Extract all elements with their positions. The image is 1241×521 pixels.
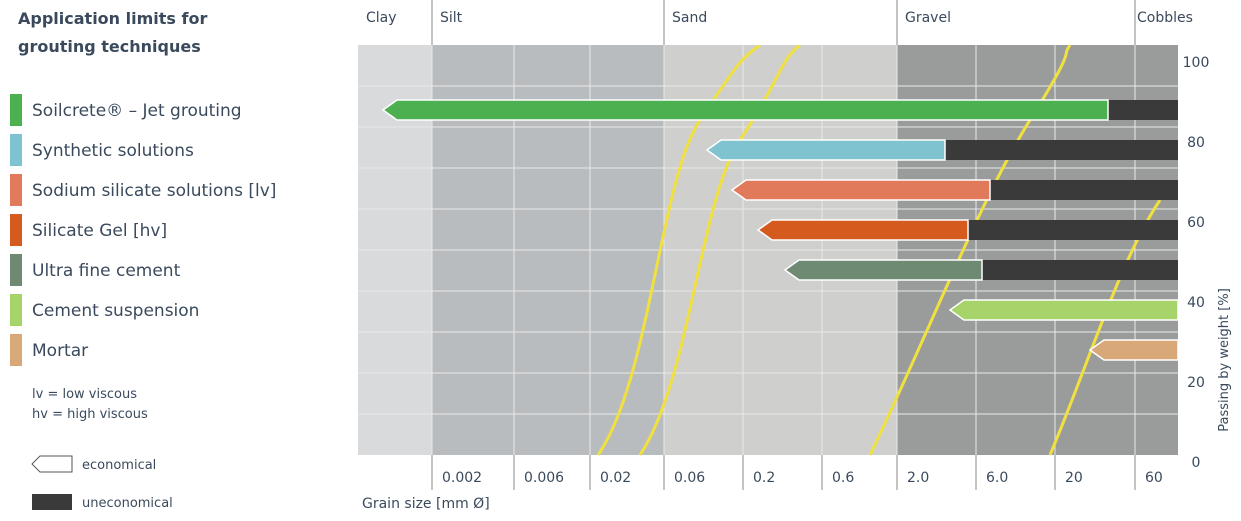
legend-swatch <box>10 294 22 326</box>
bar-economical <box>730 179 991 201</box>
y-tick-label: 40 <box>1187 295 1205 311</box>
legend-swatch <box>10 214 22 246</box>
legend-swatch <box>10 334 22 366</box>
y-axis-label: Passing by weight [%] <box>1217 288 1232 432</box>
grid <box>358 45 1178 455</box>
grain-size: 0.006 <box>524 470 564 486</box>
title-line: Application limits for <box>18 9 207 28</box>
legend-swatch <box>10 94 22 126</box>
grain-size: 0.06 <box>674 470 705 486</box>
y-tick-label: 0 <box>1192 455 1201 471</box>
y-tick-label: 20 <box>1187 375 1205 391</box>
grain-size: 0.6 <box>832 470 854 486</box>
key-label: economical <box>82 458 156 473</box>
soil-class: Sand <box>672 10 707 26</box>
note: hv = high viscous <box>32 407 148 422</box>
x-axis-label: Grain size [mm Ø] <box>362 496 490 512</box>
soil-class: Gravel <box>905 10 951 26</box>
y-tick-label: 100 <box>1183 55 1210 71</box>
note: lv = low viscous <box>32 387 137 402</box>
key-uneconomical <box>32 494 72 510</box>
legend-label: Mortar <box>32 341 88 361</box>
bar-economical <box>1088 339 1179 361</box>
title-line: grouting techniques <box>18 37 201 56</box>
header-bg <box>358 0 1178 45</box>
key-label: uneconomical <box>82 496 173 511</box>
bar-uneconomical <box>982 260 1178 280</box>
bar-uneconomical <box>1108 100 1178 120</box>
legend-swatch <box>10 134 22 166</box>
grain-size: 60 <box>1145 470 1163 486</box>
grain-size: 20 <box>1065 470 1083 486</box>
legend-label: Cement suspension <box>32 301 199 321</box>
y-tick-label: 80 <box>1187 135 1205 151</box>
legend-label: Ultra fine cement <box>32 261 181 281</box>
bar-economical <box>381 99 1109 121</box>
legend-label: Silicate Gel [hv] <box>32 221 167 241</box>
legend-label: Sodium silicate solutions [lv] <box>32 181 276 201</box>
grain-size: 2.0 <box>907 470 929 486</box>
bar-uneconomical <box>968 220 1178 240</box>
bars <box>381 99 1179 361</box>
soil-class: Clay <box>366 10 397 26</box>
grain-size: 0.02 <box>600 470 631 486</box>
soil-class: Cobbles <box>1137 10 1193 26</box>
grain-size: 0.2 <box>753 470 775 486</box>
bar-economical <box>705 139 946 161</box>
legend-swatch <box>10 174 22 206</box>
key-economical <box>31 455 73 473</box>
legend-swatch <box>10 254 22 286</box>
grain-size: 6.0 <box>986 470 1008 486</box>
soil-class: Silt <box>440 10 463 26</box>
bar-economical <box>756 219 969 241</box>
bar-economical <box>948 299 1179 321</box>
legend-label: Soilcrete® – Jet grouting <box>32 101 242 121</box>
bar-uneconomical <box>990 180 1178 200</box>
legend-label: Synthetic solutions <box>32 141 194 161</box>
title: Application limits for grouting technique… <box>18 9 207 56</box>
bar-uneconomical <box>945 140 1178 160</box>
bar-economical <box>783 259 983 281</box>
grain-size: 0.002 <box>442 470 482 486</box>
y-tick-label: 60 <box>1187 215 1205 231</box>
